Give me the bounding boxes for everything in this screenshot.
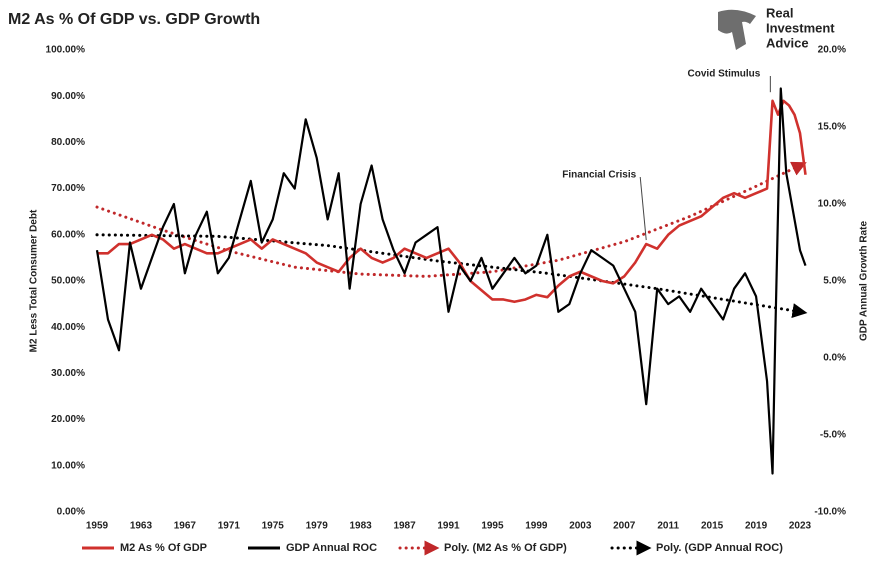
y2-axis-title: GDP Annual Growth Rate [859,221,870,341]
x-tick-label: 1963 [130,521,153,532]
x-tick-label: 1975 [262,521,285,532]
line-series [95,87,807,475]
x-tick-label: 1979 [306,521,329,532]
x-tick-label: 2015 [701,521,724,532]
chart-title: M2 As % Of GDP vs. GDP Growth [8,11,260,28]
y2-tick-label: 5.0% [823,276,846,287]
x-tick-label: 1983 [350,521,373,532]
x-tick-label: 1999 [525,521,548,532]
y-tick-label: 80.00% [51,137,85,148]
y2-tick-label: 10.0% [818,199,846,210]
annotation: Financial Crisis [562,170,636,181]
x-tick-label: 1967 [174,521,197,532]
y2-tick-label: -5.0% [820,430,846,441]
y-tick-label: 10.00% [51,460,85,471]
legend-label: GDP Annual ROC [286,542,377,554]
y2-tick-label: 15.0% [818,122,846,133]
x-tick-label: 2019 [745,521,768,532]
y-tick-label: 40.00% [51,322,85,333]
y2-tick-label: 0.0% [823,353,846,364]
x-tick-label: 1959 [86,521,109,532]
y-tick-label: 30.00% [51,368,85,379]
y-tick-label: 0.00% [57,507,85,518]
y-axis-title: M2 Less Total Consumer Debt [29,209,40,352]
x-tick-label: 1991 [437,521,460,532]
brand-text: Investment [766,20,835,35]
legend-label: M2 As % Of GDP [120,542,207,554]
x-tick-label: 1971 [218,521,241,532]
y-tick-label: 100.00% [46,45,86,56]
x-tick-label: 2011 [657,521,679,532]
brand-text: Real [766,5,793,20]
annotation-leader [639,176,647,241]
brand-text: Advice [766,35,809,50]
y-tick-label: 20.00% [51,414,85,425]
y2-tick-label: -10.0% [814,507,846,518]
y2-tick-label: 20.0% [818,45,846,56]
x-tick-label: 1995 [481,521,504,532]
trend-line [95,233,808,319]
y-tick-label: 70.00% [51,183,85,194]
x-tick-label: 2003 [569,521,592,532]
logo-icon [718,9,756,50]
legend-label: Poly. (GDP Annual ROC) [656,542,783,554]
legend-label: Poly. (M2 As % Of GDP) [444,542,567,554]
x-tick-label: 1987 [393,521,416,532]
x-tick-label: 2007 [613,521,636,532]
trend-line [95,161,807,278]
y-tick-label: 50.00% [51,276,85,287]
annotation: Covid Stimulus [688,69,761,80]
y-tick-label: 60.00% [51,229,85,240]
x-tick-label: 2023 [789,521,812,532]
y-tick-label: 90.00% [51,91,85,102]
